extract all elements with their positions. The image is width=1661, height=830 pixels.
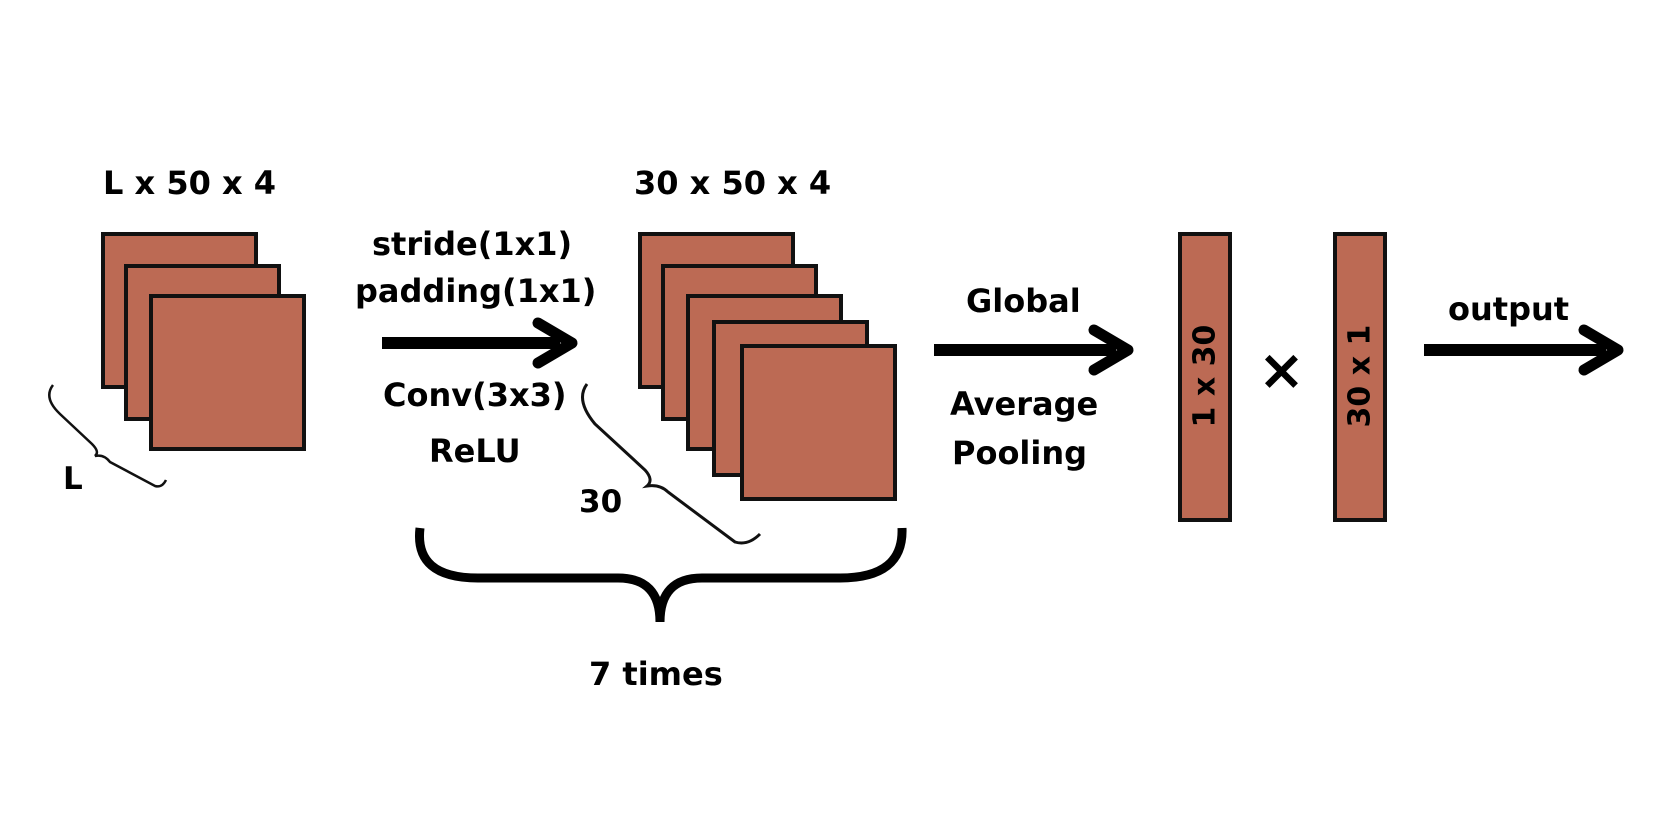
- input-depth-label: L: [63, 461, 83, 497]
- pooling-label-average: Average: [950, 385, 1099, 423]
- conv-feature-map-stack: [638, 232, 897, 501]
- conv-depth-label: 30: [579, 484, 623, 520]
- vector-1x30: [1178, 232, 1232, 522]
- repeat-brace: [414, 527, 907, 623]
- vector-30x1-label: 30 x 1: [1342, 324, 1378, 428]
- multiply-operator: ×: [1258, 338, 1305, 403]
- vector-1x30-label: 1 x 30: [1187, 324, 1223, 428]
- pooling-arrow: [934, 324, 1134, 376]
- conv-op-label: Conv(3x3): [383, 376, 567, 414]
- vector-30x1: [1333, 232, 1387, 522]
- repeat-label: 7 times: [589, 655, 723, 693]
- stride-label: stride(1x1): [372, 225, 573, 263]
- input-shape-label: L x 50 x 4: [103, 164, 277, 202]
- pooling-label-pooling: Pooling: [952, 434, 1088, 472]
- input-depth-brace: [48, 384, 168, 488]
- padding-label: padding(1x1): [355, 272, 597, 310]
- conv-depth-brace: [581, 383, 762, 545]
- relu-label: ReLU: [429, 432, 521, 470]
- pooling-label-global: Global: [966, 282, 1081, 320]
- output-label: output: [1448, 290, 1570, 328]
- conv-feature-map: [740, 344, 897, 501]
- conv-output-shape-label: 30 x 50 x 4: [634, 164, 832, 202]
- output-arrow: [1424, 324, 1624, 376]
- input-feature-map-stack: [101, 232, 306, 451]
- input-feature-map: [149, 294, 306, 451]
- conv-arrow: [382, 317, 578, 369]
